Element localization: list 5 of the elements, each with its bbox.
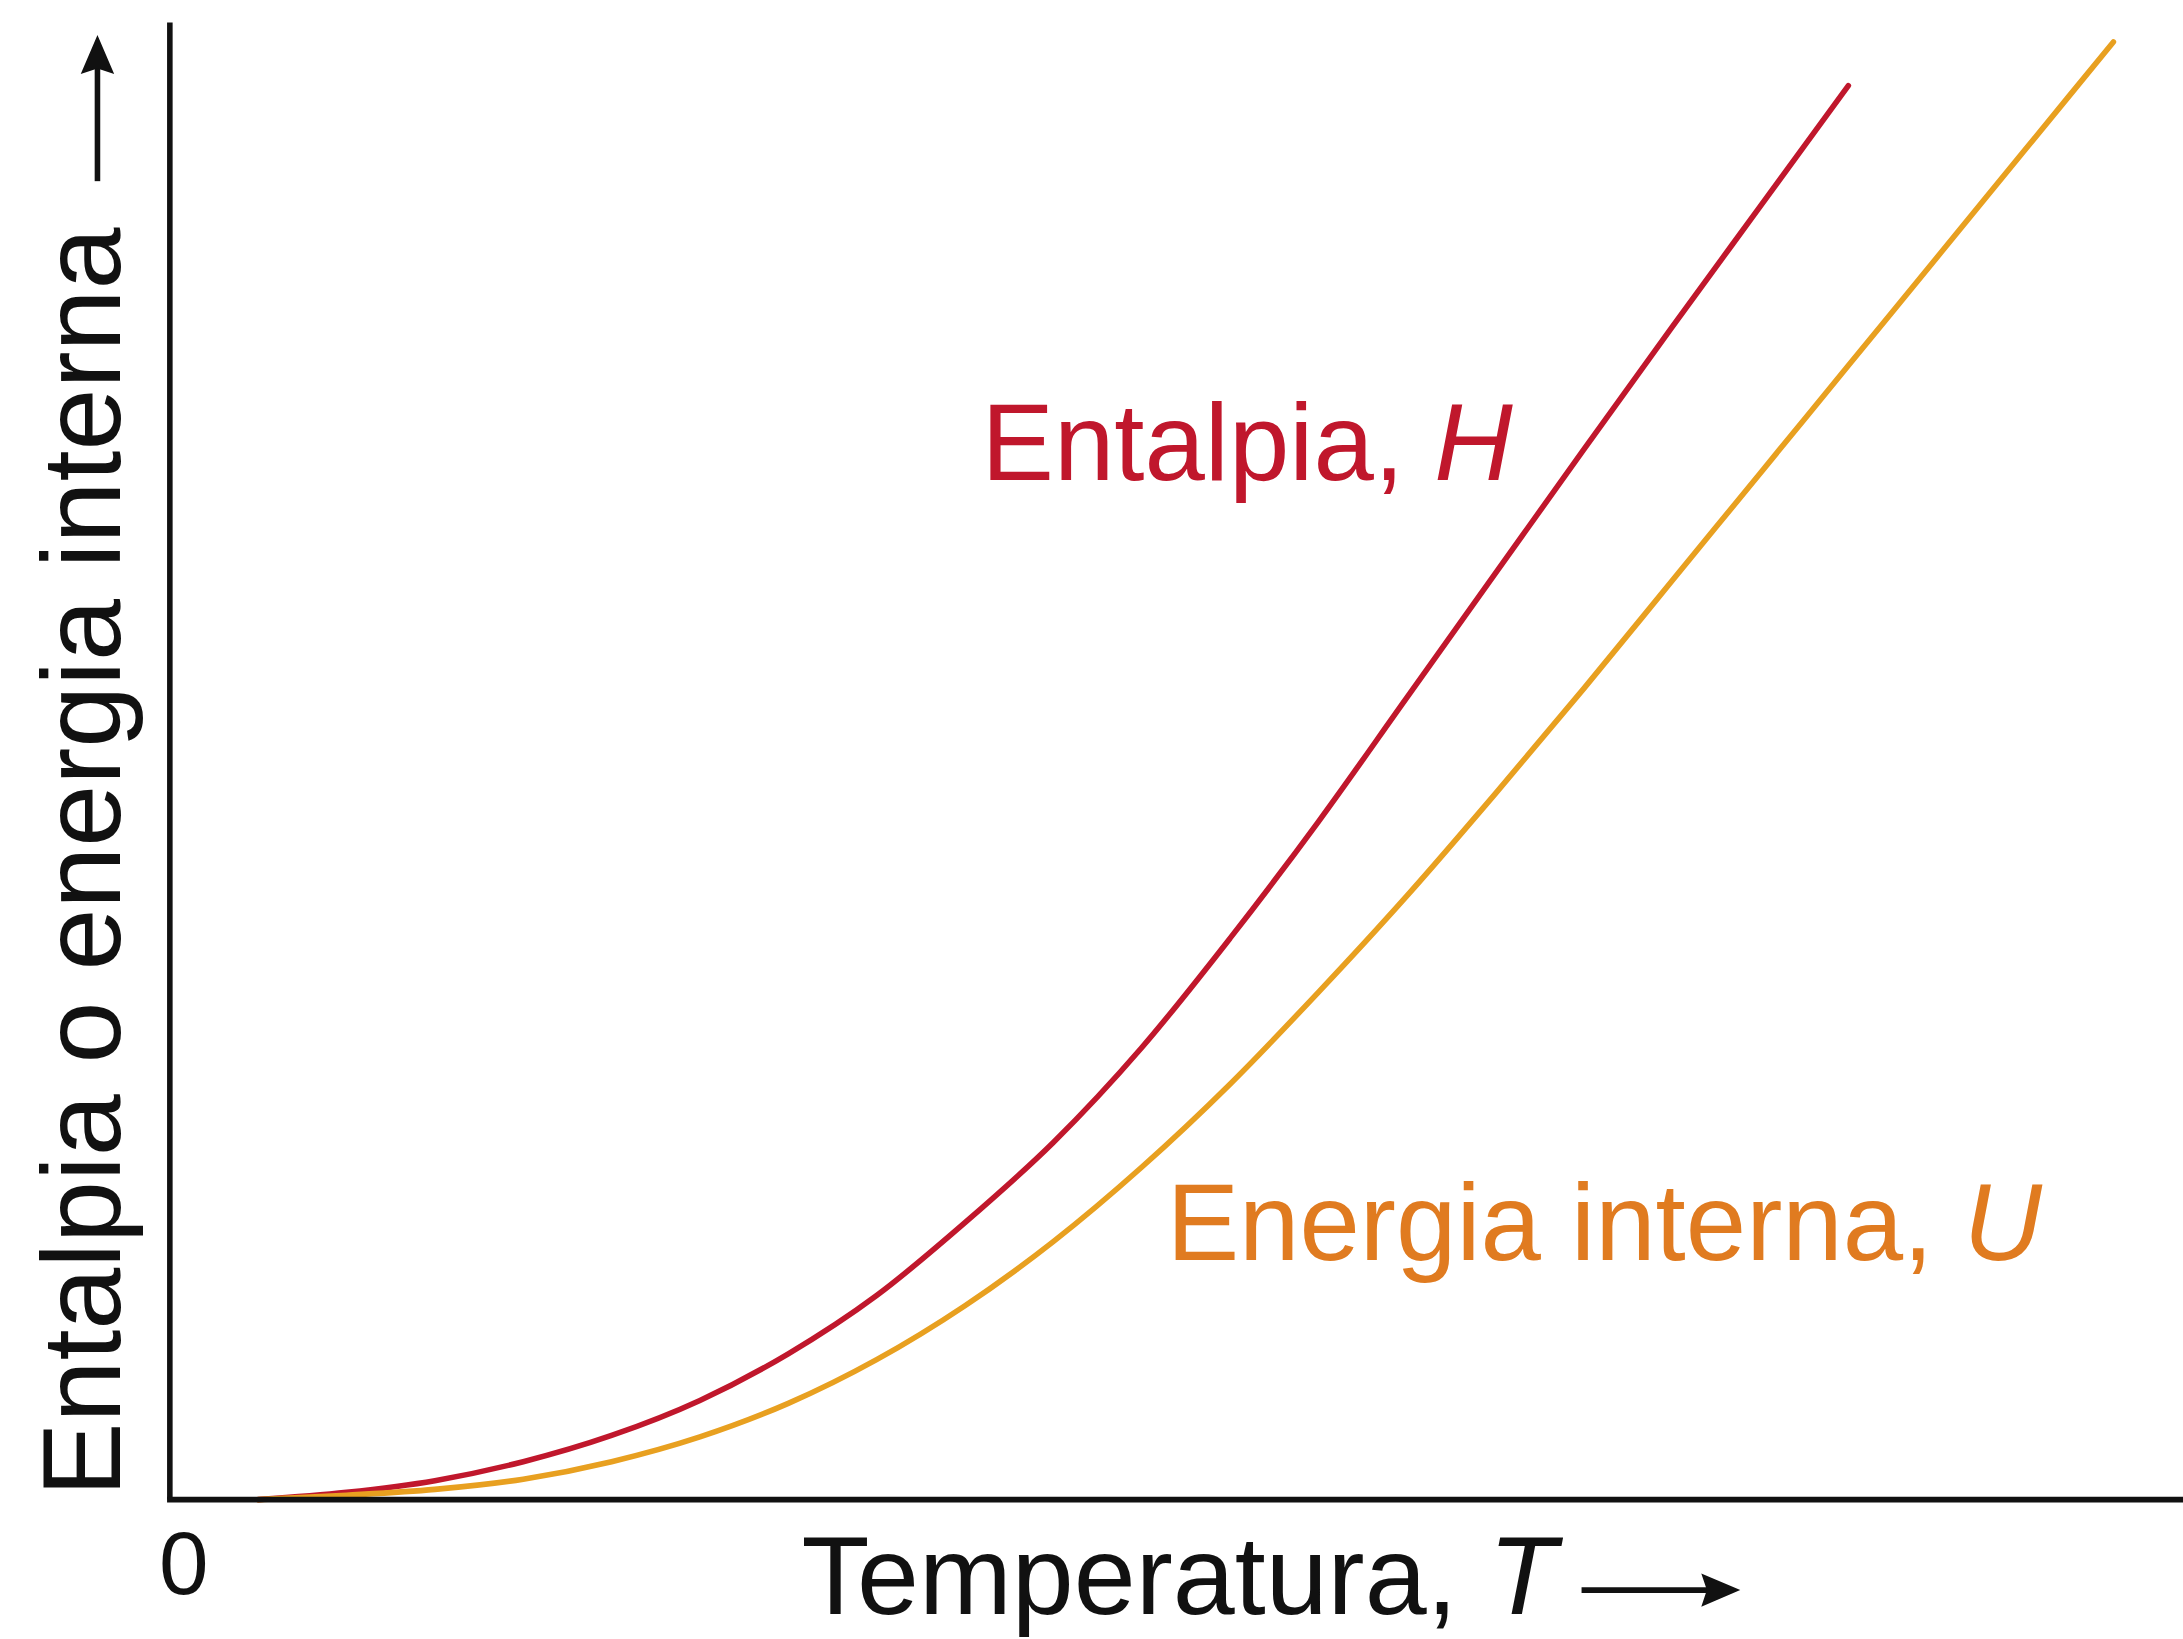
series-label: Energia interna, U (1166, 1162, 2043, 1284)
x-axis-title: Temperatura, T (801, 1512, 1564, 1638)
series-label: Entalpia, H (981, 382, 1514, 504)
text: 0 (158, 1513, 209, 1614)
y-axis-title: Entalpia o energia interna (18, 227, 144, 1497)
